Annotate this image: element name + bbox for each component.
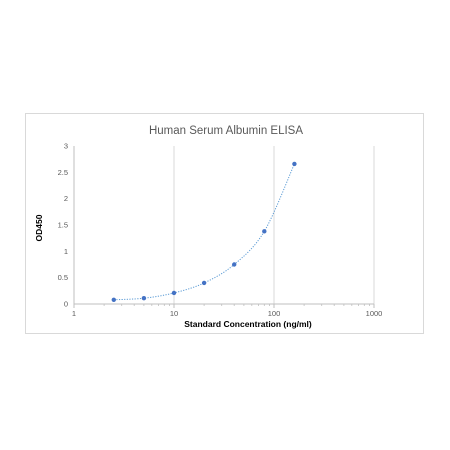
- data-point: [292, 161, 297, 167]
- data-points: [111, 161, 297, 302]
- axis-layer: [73, 146, 375, 308]
- x-axis-title: Standard Concentration (ng/ml): [184, 319, 312, 329]
- x-tick-label: 1000: [366, 309, 383, 318]
- tick-labels: 1 10 100 1000 0 0.5 1 1.5 2 2.5 3: [58, 142, 383, 319]
- data-point: [201, 280, 207, 286]
- chart-title: Human Serum Albumin ELISA: [149, 125, 303, 137]
- y-tick-label: 1: [64, 247, 68, 256]
- y-tick-label: 2: [64, 194, 68, 203]
- y-tick-label: 1.5: [58, 221, 68, 230]
- chart-svg: Human Serum Albumin ELISA 1 10 100 1000 0 0.5…: [34, 125, 383, 329]
- trendline: [113, 163, 295, 301]
- y-tick-label: 3: [64, 142, 68, 151]
- x-tick-label: 1: [72, 309, 76, 318]
- x-tick-label: 10: [170, 309, 178, 318]
- grid-layer: [173, 146, 375, 304]
- x-tick-label: 100: [268, 309, 281, 318]
- data-point: [111, 297, 116, 302]
- chart-frame: Human Serum Albumin ELISA 1 10 100 1000 0 0.5…: [25, 113, 424, 334]
- y-tick-label: 2.5: [58, 168, 68, 177]
- data-point: [171, 290, 177, 296]
- data-point: [262, 229, 267, 234]
- data-point: [232, 262, 237, 267]
- data-point: [141, 296, 147, 301]
- y-tick-label: 0.5: [58, 273, 68, 282]
- y-axis-title: OD450: [34, 214, 44, 241]
- y-tick-label: 0: [64, 300, 68, 309]
